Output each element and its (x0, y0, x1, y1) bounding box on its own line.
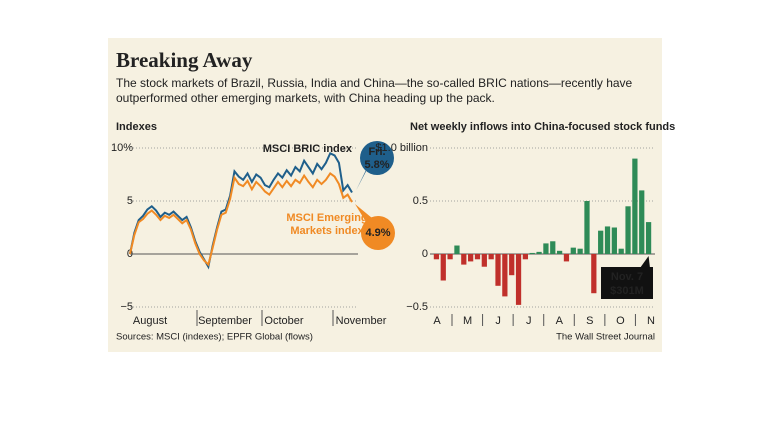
bar (515, 254, 522, 305)
bar (598, 230, 604, 254)
line (129, 172, 353, 267)
x-tick-label: M (463, 315, 472, 327)
panel (108, 38, 662, 352)
y-tick-label: 0 (422, 248, 428, 260)
credit: The Wall Street Journal (556, 332, 655, 343)
y-tick-label: $1.0 billion (375, 142, 428, 154)
y-tick-label: 0.5 (413, 195, 428, 207)
series-label: MSCI BRIC index (263, 143, 353, 155)
y-tick-label: 5 (127, 195, 133, 207)
bar (570, 247, 576, 254)
callout (601, 267, 653, 299)
x-tick-label: S (586, 315, 593, 327)
bar (536, 251, 542, 254)
bar (529, 252, 535, 254)
x-tick-label: N (647, 315, 655, 327)
bar (611, 227, 617, 254)
bar (556, 250, 563, 254)
bar (577, 248, 583, 254)
x-tick-label: A (433, 315, 441, 327)
bar (632, 158, 638, 254)
bar (522, 254, 529, 260)
annotation: 5.8% (364, 159, 389, 171)
callout (640, 256, 650, 268)
title: Breaking Away (116, 48, 253, 72)
y-tick-label: 10% (111, 142, 133, 154)
x-tick-label: November (336, 315, 387, 327)
y-tick-label: −5 (120, 301, 133, 313)
chart-title: Net weekly inflows into China-focused st… (410, 121, 675, 133)
x-tick-label: A (556, 315, 564, 327)
callout (355, 204, 372, 222)
bar (440, 254, 446, 281)
bar (495, 254, 501, 286)
annotation: 4.9% (365, 227, 390, 239)
bar (639, 190, 645, 254)
bar (474, 254, 481, 260)
callout (360, 141, 394, 175)
callout (361, 216, 395, 250)
subtitle: The stock markets of Brazil, Russia, Ind… (116, 76, 633, 105)
bar (563, 254, 570, 262)
bar (645, 222, 652, 254)
bar (481, 254, 487, 267)
x-tick-label: J (495, 315, 501, 327)
x-tick-label: O (616, 315, 625, 327)
bar (625, 206, 631, 254)
bar (468, 254, 474, 262)
callout (356, 160, 372, 191)
bar (604, 226, 611, 254)
bar (584, 201, 590, 254)
bar (454, 245, 460, 254)
annotation: Nov. 7 (611, 271, 643, 283)
x-tick-label: September (198, 315, 252, 327)
bar (618, 248, 624, 254)
source: Sources: MSCI (indexes); EPFR Global (fl… (116, 332, 313, 343)
bar (447, 254, 453, 260)
bar (543, 243, 549, 254)
x-tick-label: October (264, 315, 303, 327)
chart-title: Indexes (116, 121, 157, 133)
bar (509, 254, 515, 276)
line (129, 151, 353, 270)
bar (550, 241, 556, 254)
y-tick-label: −0.5 (406, 301, 428, 313)
bar (591, 254, 597, 294)
bar (502, 254, 508, 297)
bar (488, 254, 494, 260)
bar (461, 254, 467, 265)
x-tick-label: August (133, 315, 167, 327)
annotation: $301M (610, 285, 644, 297)
x-tick-label: J (526, 315, 532, 327)
series-label: MSCI Emerging Markets index (286, 212, 368, 237)
annotation: Fri. (368, 146, 385, 158)
bar (433, 254, 440, 260)
